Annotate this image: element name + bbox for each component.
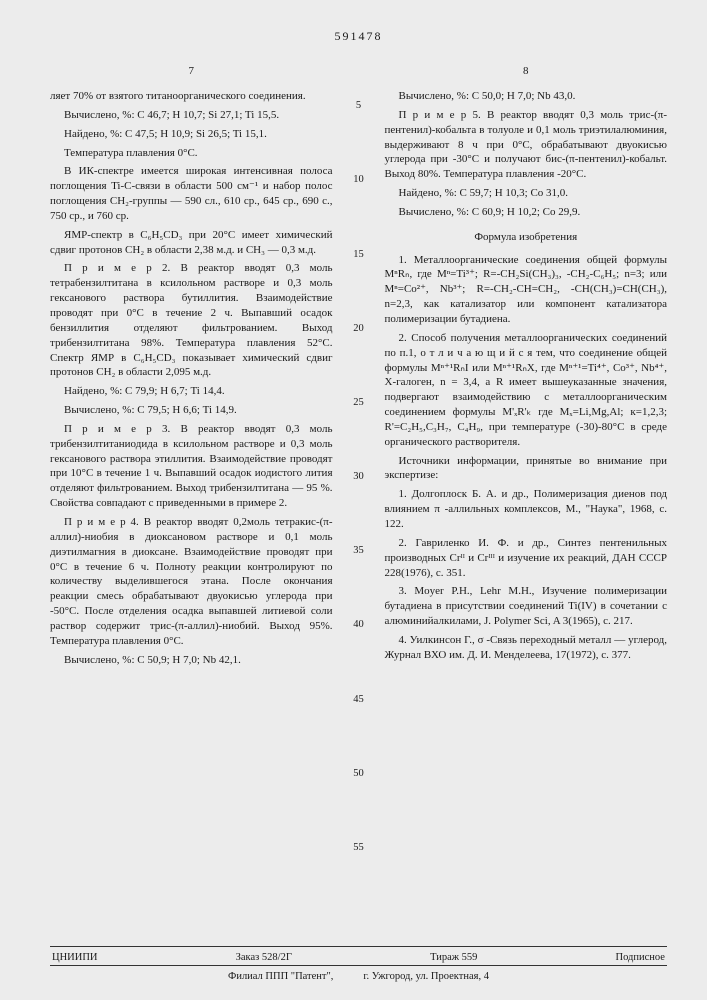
- line-numbers: 5 10 15 20 25 30 35 40 45 50 55: [351, 64, 367, 915]
- document-number: 591478: [50, 28, 667, 44]
- line-num: 10: [351, 173, 367, 187]
- line-num: 25: [351, 396, 367, 410]
- footer-row-2: Филиал ППП "Патент", г. Ужгород, ул. Про…: [50, 965, 667, 988]
- para-example-3: П р и м е р 3. В реактор вводят 0,3 моль…: [50, 422, 333, 511]
- line-num: 30: [351, 470, 367, 484]
- para: ЯМР-спектр в C₆H₅CD₃ при 20°С имеет хими…: [50, 228, 333, 258]
- line-num: 50: [351, 767, 367, 781]
- reference-4: 4. Уилкинсон Г., σ -Связь переходный мет…: [385, 633, 668, 663]
- line-num: 40: [351, 618, 367, 632]
- para: Вычислено, %: С 79,5; Н 6,6; Ti 14,9.: [50, 403, 333, 418]
- formula-title: Формула изобретения: [385, 230, 668, 245]
- line-num: 35: [351, 544, 367, 558]
- para: Найдено, %: С 47,5; Н 10,9; Si 26,5; Ti …: [50, 127, 333, 142]
- footer-sub: Подписное: [616, 951, 665, 965]
- para: Температура плавления 0°С.: [50, 146, 333, 161]
- para-example-2: П р и м е р 2. В реактор вводят 0,3 моль…: [50, 261, 333, 380]
- footer-row-1: ЦНИИПИ Заказ 528/2Г Тираж 559 Подписное: [50, 947, 667, 965]
- columns-wrapper: 7 ляет 70% от взятого титаноорганическог…: [50, 64, 667, 915]
- para-example-4: П р и м е р 4. В реактор вводят 0,2моль …: [50, 515, 333, 649]
- para: Найдено, %: С 59,7; Н 10,3; Со 31,0.: [385, 186, 668, 201]
- para-example-5: П р и м е р 5. В реактор вводят 0,3 моль…: [385, 108, 668, 182]
- para: В ИК-спектре имеется широкая интенсивная…: [50, 164, 333, 223]
- left-column: 7 ляет 70% от взятого титаноорганическог…: [50, 64, 333, 915]
- footer-org: ЦНИИПИ: [52, 951, 98, 965]
- footer-address: г. Ужгород, ул. Проектная, 4: [363, 970, 489, 984]
- right-column: 8 Вычислено, %: С 50,0; Н 7,0; Nb 43,0. …: [385, 64, 668, 915]
- para: Найдено, %: С 79,9; Н 6,7; Ti 14,4.: [50, 384, 333, 399]
- page-number-right: 8: [385, 64, 668, 79]
- line-num: 55: [351, 841, 367, 855]
- para: Вычислено, %: С 50,0; Н 7,0; Nb 43,0.: [385, 89, 668, 104]
- footer-tirazh: Тираж 559: [430, 951, 477, 965]
- para: Вычислено, %: С 60,9; Н 10,2; Со 29,9.: [385, 205, 668, 220]
- reference-2: 2. Гавриленко И. Ф. и др., Синтез пентен…: [385, 536, 668, 581]
- reference-1: 1. Долгоплоск Б. А. и др., Полимеризация…: [385, 487, 668, 532]
- page: 591478 7 ляет 70% от взятого титаноорган…: [0, 0, 707, 1000]
- para: ляет 70% от взятого титаноорганического …: [50, 89, 333, 104]
- claim-2: 2. Способ получения металлоорганических …: [385, 331, 668, 450]
- para: Вычислено, %: С 46,7; Н 10,7; Si 27,1; T…: [50, 108, 333, 123]
- line-num: 5: [351, 99, 367, 113]
- claim-1: 1. Металлоорганические соединения общей …: [385, 253, 668, 327]
- reference-3: 3. Moyer P.H., Lehr M.H., Изучение полим…: [385, 584, 668, 629]
- refs-heading: Источники информации, принятые во вниман…: [385, 454, 668, 484]
- footer-branch: Филиал ППП "Патент",: [228, 970, 333, 984]
- line-num: 20: [351, 322, 367, 336]
- page-footer: ЦНИИПИ Заказ 528/2Г Тираж 559 Подписное …: [50, 946, 667, 988]
- page-number-left: 7: [50, 64, 333, 79]
- line-num: 15: [351, 248, 367, 262]
- footer-order: Заказ 528/2Г: [236, 951, 292, 965]
- para: Вычислено, %: С 50,9; Н 7,0; Nb 42,1.: [50, 653, 333, 668]
- line-num: 45: [351, 693, 367, 707]
